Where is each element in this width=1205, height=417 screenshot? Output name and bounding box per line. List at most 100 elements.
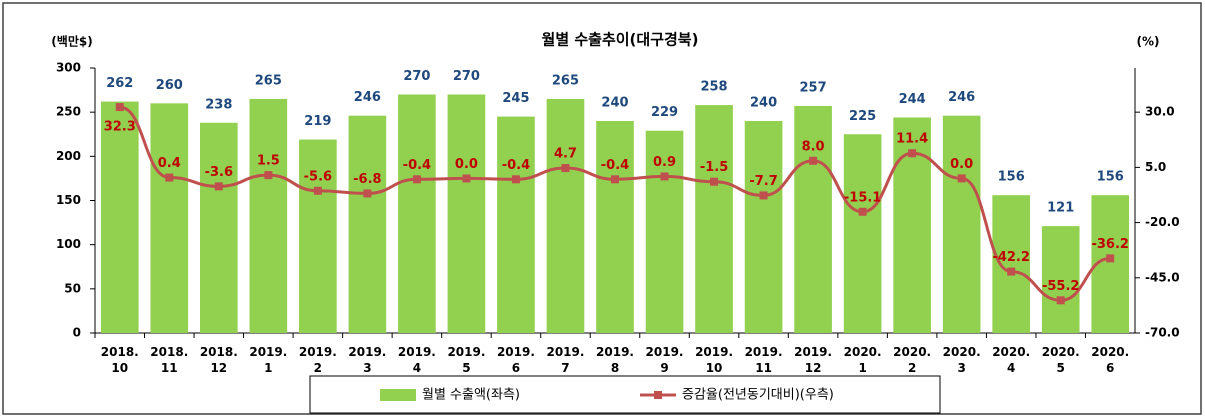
line-marker xyxy=(660,172,669,181)
x-tick-label: 2019. 5 xyxy=(447,345,485,375)
y-tick-label: 0 xyxy=(73,326,81,340)
bar-value-label: 246 xyxy=(354,90,381,105)
y2-tick-label: -45.0 xyxy=(1145,270,1180,284)
line-marker xyxy=(511,175,520,184)
bar xyxy=(1041,226,1080,333)
bar-value-label: 265 xyxy=(552,73,579,88)
line-value-label: -1.5 xyxy=(700,160,728,175)
bar-value-label: 246 xyxy=(948,90,975,105)
x-tick-label: 2019. 4 xyxy=(398,345,436,375)
bar xyxy=(794,105,832,333)
y-tick-label: 250 xyxy=(56,105,81,119)
y2-tick-label: 30.0 xyxy=(1145,105,1175,119)
bar xyxy=(398,94,436,333)
x-tick-label: 2020. 6 xyxy=(1091,345,1129,375)
line-marker xyxy=(611,175,619,184)
line-value-label: -7.7 xyxy=(749,174,777,189)
x-tick-label: 2019. 2 xyxy=(299,345,337,375)
y-tick-label: 100 xyxy=(56,237,81,251)
bar-value-label: 258 xyxy=(700,80,727,95)
line-value-label: 0.0 xyxy=(950,157,973,172)
x-tick-label: 2019. 6 xyxy=(497,345,535,375)
line-marker xyxy=(710,177,719,186)
bar xyxy=(695,105,733,333)
y-axis-label: (백만$) xyxy=(51,34,92,49)
y2-tick-label: 5.0 xyxy=(1145,160,1166,174)
x-tick-label: 2018. 11 xyxy=(150,345,188,375)
bar-value-label: 156 xyxy=(998,170,1025,185)
x-tick-label: 2019. 10 xyxy=(695,345,733,375)
x-tick-label: 2019. 1 xyxy=(249,345,287,375)
y-tick-label: 50 xyxy=(64,281,81,295)
line-value-label: -0.4 xyxy=(502,158,530,173)
line-marker xyxy=(809,156,818,165)
line-value-label: -5.6 xyxy=(304,169,332,184)
line-value-label: 32.3 xyxy=(104,120,136,135)
line-value-label: -42.2 xyxy=(992,250,1029,265)
legend-swatch-marker xyxy=(654,391,662,399)
bar-value-label: 265 xyxy=(255,73,282,88)
y2-tick-label: -70.0 xyxy=(1145,326,1180,340)
line-marker xyxy=(462,174,471,183)
bar-value-label: 238 xyxy=(205,97,232,112)
line-marker xyxy=(313,186,322,195)
bar xyxy=(942,115,981,333)
bar-value-label: 262 xyxy=(106,76,133,91)
line-marker xyxy=(115,103,124,112)
line-marker xyxy=(264,171,273,180)
line-value-label: 0.4 xyxy=(158,156,181,171)
line-marker xyxy=(561,164,570,173)
bar xyxy=(645,130,684,333)
bar-value-label: 270 xyxy=(453,69,480,84)
line-marker xyxy=(214,182,223,191)
y-tick-label: 150 xyxy=(56,193,81,207)
line-value-label: -36.2 xyxy=(1091,237,1128,252)
x-tick-label: 2019. 7 xyxy=(546,345,584,375)
line-marker xyxy=(363,189,372,198)
line-value-label: 4.7 xyxy=(554,147,577,162)
bar xyxy=(299,139,337,333)
bar xyxy=(150,103,189,333)
line-value-label: 0.0 xyxy=(455,157,478,172)
x-tick-label: 2020. 3 xyxy=(943,345,981,375)
y-tick-label: 200 xyxy=(56,149,81,163)
bar-value-label: 156 xyxy=(1097,170,1124,185)
line-value-label: 1.5 xyxy=(257,154,280,169)
x-tick-label: 2018. 12 xyxy=(200,345,238,375)
bar xyxy=(199,122,238,334)
y-tick-label: 300 xyxy=(56,61,81,75)
line-marker xyxy=(1056,296,1065,305)
x-tick-label: 2020. 1 xyxy=(844,345,882,375)
line-value-label: 0.9 xyxy=(653,155,676,170)
bar-value-label: 260 xyxy=(156,78,183,93)
bar xyxy=(100,101,139,333)
bar xyxy=(546,98,585,334)
legend-label: 증감율(전년동기대비)(우측) xyxy=(682,388,834,403)
line-value-label: -15.1 xyxy=(844,190,881,205)
x-tick-label: 2019. 8 xyxy=(596,345,634,375)
bar-value-label: 240 xyxy=(750,96,777,111)
bar-value-label: 257 xyxy=(800,80,827,95)
line-marker xyxy=(858,207,867,216)
y2-tick-label: -20.0 xyxy=(1145,215,1180,229)
bar-value-label: 245 xyxy=(502,91,529,106)
bar-value-label: 270 xyxy=(403,69,430,84)
line-marker xyxy=(957,174,966,183)
x-tick-label: 2018. 10 xyxy=(101,345,139,375)
x-tick-label: 2019. 11 xyxy=(745,345,783,375)
bar-value-label: 229 xyxy=(651,105,678,120)
bar-value-label: 121 xyxy=(1047,201,1074,216)
legend-label: 월별 수출액(좌측) xyxy=(422,388,520,403)
line-value-label: 8.0 xyxy=(802,139,825,154)
bar xyxy=(843,134,882,333)
bar-value-label: 244 xyxy=(899,92,926,107)
line-marker xyxy=(759,191,768,200)
bar xyxy=(744,121,783,333)
legend-swatch xyxy=(380,389,416,401)
line-marker xyxy=(1106,254,1115,263)
bar xyxy=(497,116,535,333)
line-value-label: -6.8 xyxy=(353,172,381,187)
bar-value-label: 225 xyxy=(849,109,876,124)
y2-axis-label: (%) xyxy=(1137,35,1160,49)
